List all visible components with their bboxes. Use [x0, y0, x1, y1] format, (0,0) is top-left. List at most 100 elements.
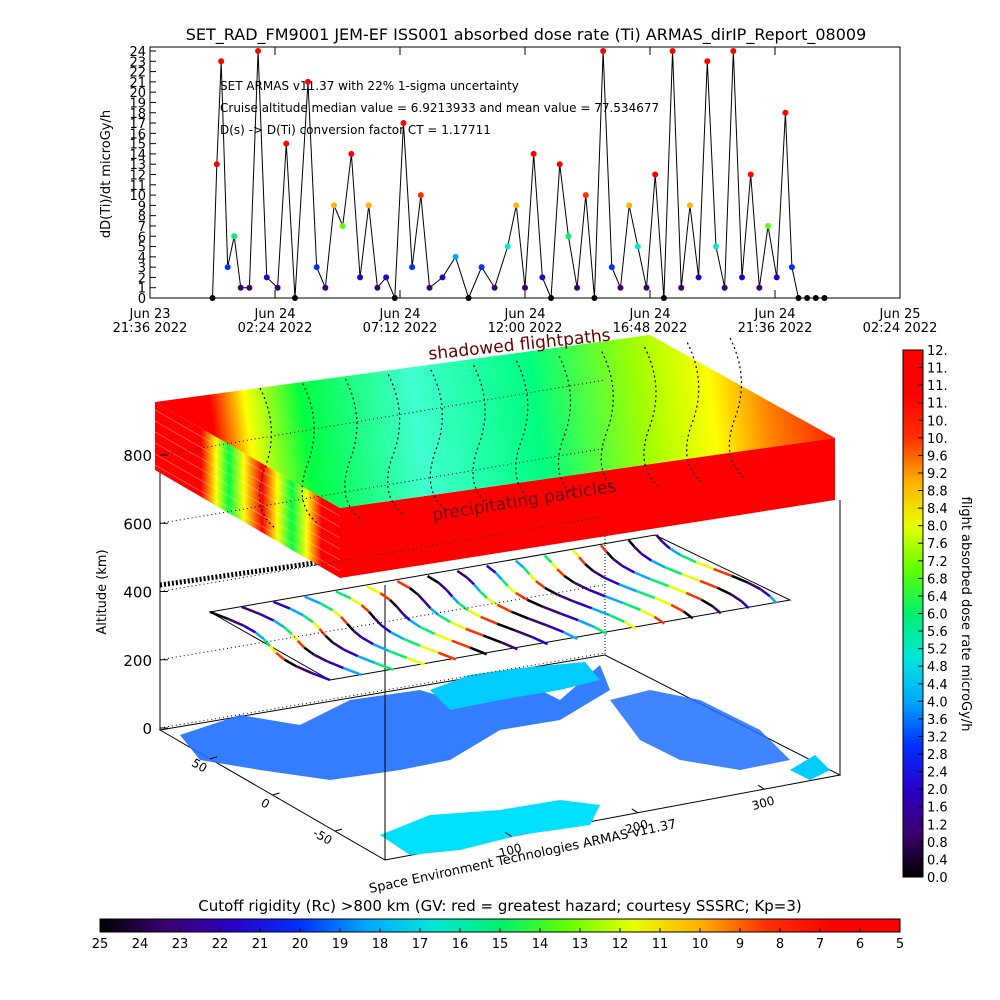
slab-face [155, 402, 340, 578]
data-point [634, 243, 641, 250]
colorbar-tick-label: 0.4 [927, 853, 948, 868]
slab-stripe [154, 409, 341, 517]
flight-path [438, 614, 451, 624]
data-point [704, 58, 711, 65]
flight-path [496, 603, 512, 613]
flight-path [388, 649, 408, 659]
flight-path [661, 540, 671, 550]
data-point [660, 295, 667, 301]
flight-path [623, 620, 637, 630]
colorbar-tick-label: 19 [332, 937, 349, 952]
colorbar-tick-label: 7 [816, 937, 824, 952]
flight-path [681, 572, 701, 583]
data-point [213, 161, 220, 168]
x-tick [631, 808, 639, 814]
data-point [400, 120, 407, 127]
grid-line [159, 584, 606, 661]
colorbar-label: flight absorbed dose rate microGy/h [958, 497, 973, 732]
y-tick-label: 10 [129, 189, 146, 204]
colorbar-tick-label: 22 [212, 937, 229, 952]
data-point [304, 78, 311, 85]
flight-path [372, 643, 390, 653]
flight-path [639, 608, 655, 618]
flight-path [343, 666, 363, 677]
flight-path [526, 598, 543, 608]
flight-path [627, 539, 636, 548]
colorbar-tick-label: 1.2 [927, 818, 948, 833]
flight-path [283, 658, 298, 668]
flight-path [311, 672, 331, 682]
data-point [409, 264, 416, 271]
flight-path [466, 576, 476, 586]
flight-path [469, 646, 488, 656]
flight-path [599, 544, 608, 553]
slab-face [340, 438, 835, 578]
flight-path [699, 579, 718, 589]
flight-path [311, 621, 321, 630]
3d-scene: shadowed flightpaths precipitating parti… [95, 326, 842, 897]
colorbar-tick-label: 14 [532, 937, 549, 952]
flight-path [494, 571, 503, 581]
data-point [556, 161, 563, 168]
flight-path [272, 600, 291, 610]
flight-path [465, 627, 484, 637]
flight-path [695, 561, 715, 571]
flight-path [451, 639, 471, 649]
flight-path [573, 581, 589, 591]
data-point [765, 222, 772, 229]
flight-path [368, 611, 376, 620]
colorbar-tick-label: 4.0 [927, 695, 948, 710]
y-tick-label: 18 [129, 107, 146, 122]
colorbar-tick-label: 12 [612, 937, 629, 952]
y-tick-label: 23 [129, 55, 146, 70]
flight-path [636, 590, 656, 600]
flight-path [324, 634, 334, 644]
data-point [530, 150, 537, 157]
flight-path [426, 575, 440, 584]
colorbar-tick-label: 9 [736, 937, 744, 952]
flight-path [550, 561, 559, 570]
colorbar-label: Cutoff rigidity (Rc) >800 km (GV: red = … [198, 897, 801, 915]
y-tick-label: 19 [129, 96, 146, 111]
data-point [756, 284, 763, 291]
flight-path [437, 581, 448, 591]
y-tick [334, 828, 343, 832]
flight-path [563, 631, 578, 641]
flight-path [389, 599, 398, 608]
flight-layer [208, 534, 792, 681]
flight-path [500, 641, 518, 651]
data-point [782, 109, 789, 116]
flight-path [528, 573, 537, 582]
flight-path [532, 636, 549, 646]
flight-path [664, 566, 683, 576]
colorbar-tick-label: 5.2 [927, 643, 948, 658]
colorbar-tick-label: 4.4 [927, 678, 948, 693]
z-axis-label: Altitude (km) [95, 549, 110, 634]
colorbar-tick-label: 10 [692, 937, 709, 952]
data-point [478, 264, 485, 271]
data-point [669, 48, 676, 54]
flight-path [650, 559, 666, 569]
flight-path [419, 626, 436, 636]
flight-path [700, 598, 714, 608]
x-tick-label: 21:36 2022 [738, 321, 813, 336]
data-point [283, 140, 290, 147]
data-point [539, 274, 546, 281]
x-tick-label: Jun 24 [629, 307, 671, 322]
flight-path [713, 567, 733, 577]
data-point [504, 243, 511, 250]
colorbar-tick-label: 8.8 [927, 485, 948, 500]
colorbar-tick-label: 6.0 [927, 608, 948, 623]
flight-path [605, 551, 615, 560]
x-tick-label: 300 [750, 794, 776, 813]
data-point [439, 274, 446, 281]
flight-path [680, 554, 697, 564]
flight-path [313, 653, 328, 663]
data-point [209, 295, 216, 301]
y-tick-label: 8 [138, 210, 146, 225]
flight-path [379, 592, 391, 601]
z-tick-label: 400 [123, 584, 152, 602]
data-point [224, 264, 231, 271]
colorbar-tick-label: 18 [372, 937, 389, 952]
y-tick-label: 7 [138, 220, 146, 235]
